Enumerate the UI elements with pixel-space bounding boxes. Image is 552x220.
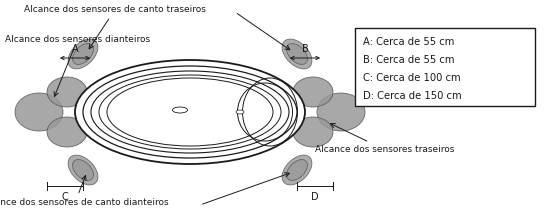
Ellipse shape	[282, 39, 312, 69]
Text: Alcance dos sensores dianteiros: Alcance dos sensores dianteiros	[5, 35, 150, 96]
Ellipse shape	[72, 44, 93, 64]
Ellipse shape	[293, 77, 333, 107]
Ellipse shape	[317, 93, 365, 131]
Ellipse shape	[286, 44, 307, 64]
Ellipse shape	[47, 77, 87, 107]
Ellipse shape	[68, 155, 98, 185]
Text: C: C	[62, 192, 68, 202]
Ellipse shape	[47, 117, 87, 147]
Ellipse shape	[286, 160, 307, 180]
Ellipse shape	[172, 107, 188, 113]
Text: B: B	[301, 44, 309, 54]
Text: B: Cerca de 55 cm: B: Cerca de 55 cm	[363, 55, 454, 65]
Ellipse shape	[75, 60, 305, 164]
Text: A: A	[72, 44, 78, 54]
Ellipse shape	[293, 117, 333, 147]
Text: Alcance dos sensores traseiros: Alcance dos sensores traseiros	[315, 124, 454, 154]
Ellipse shape	[15, 93, 63, 131]
Text: C: Cerca de 100 cm: C: Cerca de 100 cm	[363, 73, 460, 83]
Text: A: Cerca de 55 cm: A: Cerca de 55 cm	[363, 37, 454, 47]
Ellipse shape	[236, 110, 244, 114]
Ellipse shape	[72, 160, 93, 180]
Text: Alcance dos sensores de canto dianteiros: Alcance dos sensores de canto dianteiros	[0, 176, 169, 207]
FancyBboxPatch shape	[355, 28, 535, 106]
Ellipse shape	[282, 155, 312, 185]
Text: Alcance dos sensores de canto traseiros: Alcance dos sensores de canto traseiros	[24, 5, 206, 49]
Text: D: Cerca de 150 cm: D: Cerca de 150 cm	[363, 91, 461, 101]
Ellipse shape	[68, 39, 98, 69]
Text: D: D	[311, 192, 319, 202]
